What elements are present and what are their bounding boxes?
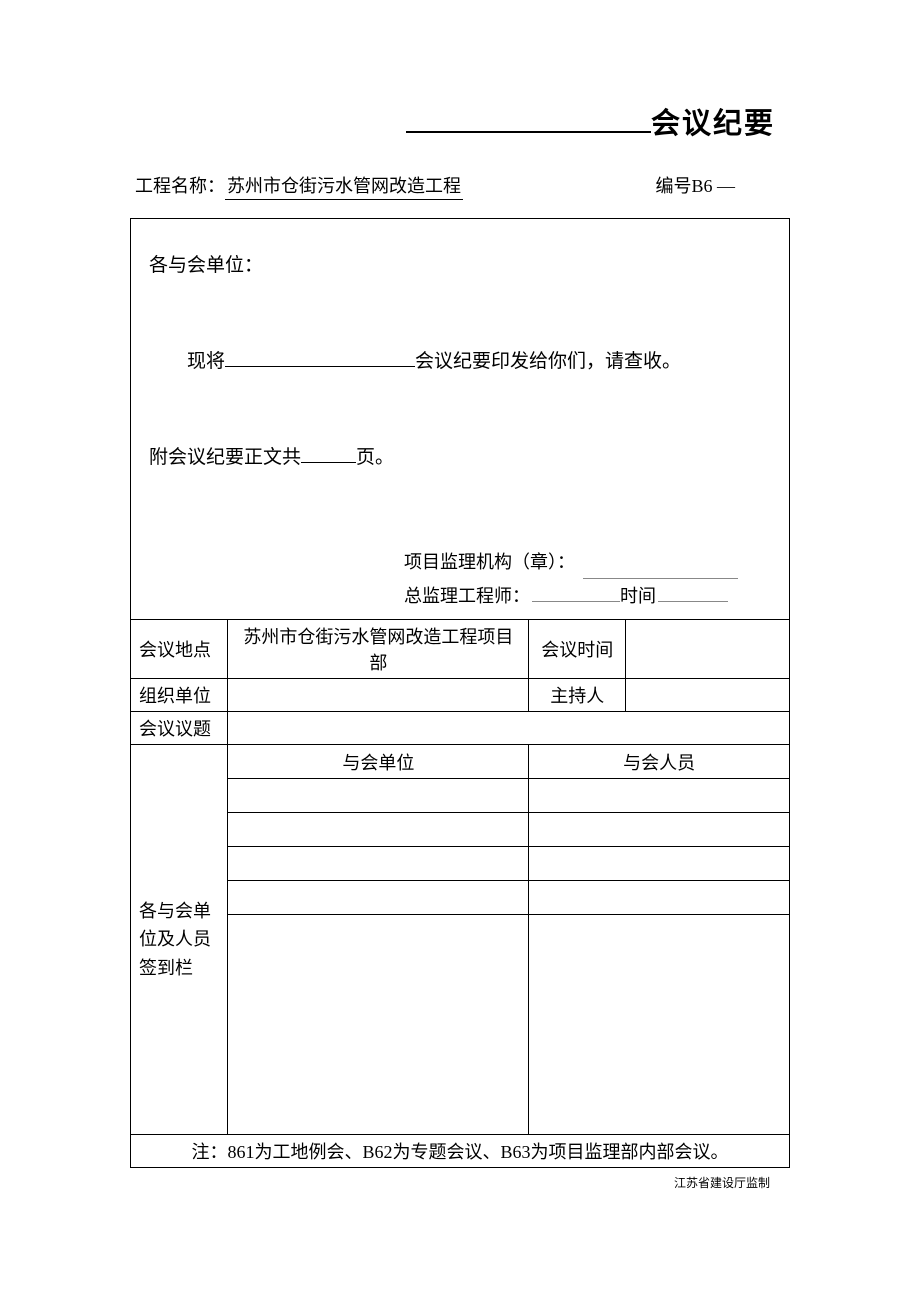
org-value <box>228 679 529 712</box>
line1-suffix: 会议纪要印发给你们，请查收。 <box>415 351 681 372</box>
footer-text: 江苏省建设厅监制 <box>130 1174 790 1191</box>
document-title: 会议纪要 <box>130 100 790 142</box>
line1-prefix: 现将 <box>187 351 225 372</box>
unit-cell <box>228 779 529 813</box>
project-name: 苏州市仓街污水管网改造工程 <box>225 172 463 200</box>
header-row: 工程名称： 苏州市仓街污水管网改造工程 编号B6 — <box>130 172 790 200</box>
person-cell <box>529 813 789 847</box>
signin-row <box>131 847 789 881</box>
signin-row <box>131 813 789 847</box>
sig-org-blank <box>583 545 738 579</box>
topic-value <box>228 712 789 745</box>
unit-cell <box>228 881 529 915</box>
person-cell <box>529 847 789 881</box>
host-label: 主持人 <box>529 679 626 712</box>
project-label: 工程名称： <box>135 172 225 198</box>
line2-blank <box>301 462 356 463</box>
signature-section: 项目监理机构（章）： 总监理工程师： 时间 <box>131 545 789 619</box>
intro-line-1: 现将 会议纪要印发给你们，请查收。 <box>149 343 771 381</box>
spacer-cell <box>228 915 529 1135</box>
unit-cell <box>228 847 529 881</box>
note-row: 注：861为工地例会、B62为专题会议、B63为项目监理部内部会议。 <box>131 1135 789 1168</box>
row-signin-header: 各与会单位及人员签到栏 与会单位 与会人员 <box>131 745 789 779</box>
signin-row <box>131 779 789 813</box>
sig-engineer-label: 总监理工程师： <box>404 579 530 613</box>
info-table: 会议地点 苏州市仓街污水管网改造工程项目部 会议时间 组织单位 主持人 会议议题… <box>131 619 789 1167</box>
topic-label: 会议议题 <box>131 712 228 745</box>
intro-section: 各与会单位： 现将 会议纪要印发给你们，请查收。 附会议纪要正文共 页。 <box>131 219 789 545</box>
unit-header: 与会单位 <box>228 745 529 779</box>
line2-suffix: 页。 <box>356 447 394 468</box>
meeting-time-label: 会议时间 <box>529 620 626 679</box>
host-value <box>626 679 789 712</box>
title-blank <box>406 131 651 133</box>
title-text: 会议纪要 <box>651 100 775 142</box>
sig-engineer-blank <box>532 601 620 602</box>
spacer-cell <box>529 915 789 1135</box>
signin-row <box>131 881 789 915</box>
sig-time-label: 时间 <box>620 579 656 613</box>
person-header: 与会人员 <box>529 745 789 779</box>
location-value: 苏州市仓街污水管网改造工程项目部 <box>228 620 529 679</box>
person-cell <box>529 779 789 813</box>
row-location: 会议地点 苏州市仓街污水管网改造工程项目部 会议时间 <box>131 620 789 679</box>
note-text: 注：861为工地例会、B62为专题会议、B63为项目监理部内部会议。 <box>131 1135 789 1168</box>
line1-blank <box>225 366 415 367</box>
person-cell <box>529 881 789 915</box>
sig-org-label: 项目监理机构（章）： <box>404 545 575 579</box>
meeting-time-value <box>626 620 789 679</box>
line2-prefix: 附会议纪要正文共 <box>149 447 301 468</box>
main-form-box: 各与会单位： 现将 会议纪要印发给你们，请查收。 附会议纪要正文共 页。 项目监理机… <box>130 218 790 1168</box>
org-label: 组织单位 <box>131 679 228 712</box>
unit-cell <box>228 813 529 847</box>
row-topic: 会议议题 <box>131 712 789 745</box>
sig-engineer-line: 总监理工程师： 时间 <box>149 579 771 613</box>
greeting-text: 各与会单位： <box>149 247 771 285</box>
location-label: 会议地点 <box>131 620 228 679</box>
signin-label: 各与会单位及人员签到栏 <box>131 745 228 1135</box>
sig-org-line: 项目监理机构（章）： <box>149 545 771 579</box>
intro-line-2: 附会议纪要正文共 页。 <box>149 439 771 477</box>
sig-time-blank <box>658 601 728 602</box>
row-org: 组织单位 主持人 <box>131 679 789 712</box>
code-label: 编号B6 — <box>655 172 735 198</box>
signin-spacer-row <box>131 915 789 1135</box>
